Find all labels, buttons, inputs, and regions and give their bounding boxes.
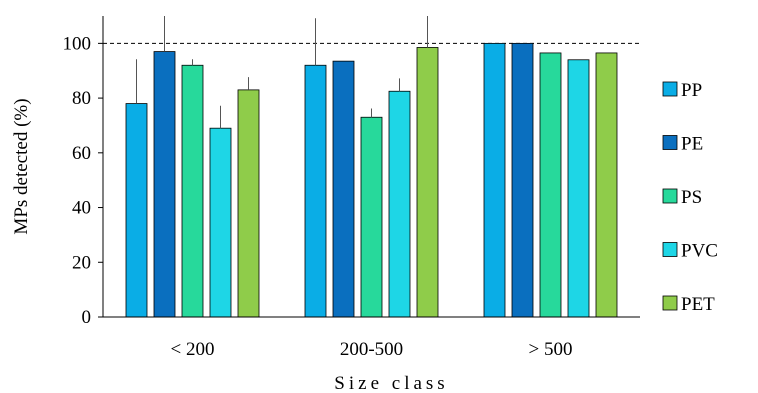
bar-pp-2	[483, 42, 506, 318]
y-tick-label: 100	[63, 33, 92, 54]
y-tick-label: 60	[72, 143, 91, 164]
bar-ps-0	[181, 64, 204, 318]
x-tick-label: > 500	[529, 339, 573, 360]
y-tick-label: 40	[72, 198, 91, 219]
x-axis-title: Size class	[334, 373, 448, 393]
y-axis-title: MPs detected (%)	[11, 98, 32, 234]
legend-label-pet: PET	[681, 294, 715, 315]
y-axis: 0 20 40 60 80 100	[63, 16, 104, 328]
legend-label-ps: PS	[681, 187, 702, 208]
bar-pet-0	[237, 89, 260, 318]
bar-pvc-1	[388, 90, 411, 318]
y-tick-label: 0	[82, 307, 92, 328]
legend: PP PE PS PVC PET	[662, 80, 718, 315]
x-tick-label: 200-500	[340, 339, 403, 360]
bar-ps-1	[360, 116, 383, 318]
legend-swatch-pe	[662, 135, 678, 150]
legend-label-pe: PE	[681, 134, 703, 155]
legend-swatch-pp	[662, 81, 678, 97]
legend-label-pp: PP	[681, 80, 702, 101]
y-tick-label: 20	[72, 252, 91, 273]
bar-pp-1	[304, 64, 327, 318]
bar-ps-2	[539, 52, 562, 318]
bar-pp-0	[125, 103, 148, 318]
bar-pvc-0	[209, 127, 232, 318]
legend-swatch-pet	[662, 295, 678, 311]
bar-pe-0	[153, 51, 176, 318]
bar-pe-2	[511, 42, 534, 318]
y-tick-label: 80	[72, 88, 91, 109]
x-axis: < 200 200-500 > 500	[103, 316, 640, 360]
legend-swatch-ps	[662, 188, 678, 204]
bars-group	[125, 16, 618, 318]
bar-pet-2	[595, 52, 618, 318]
bar-pe-1	[332, 60, 355, 318]
bar-pvc-2	[567, 59, 590, 318]
legend-label-pvc: PVC	[681, 241, 718, 262]
legend-swatch-pvc	[662, 242, 678, 257]
x-tick-label: < 200	[171, 339, 215, 360]
bar-pet-1	[416, 47, 439, 318]
